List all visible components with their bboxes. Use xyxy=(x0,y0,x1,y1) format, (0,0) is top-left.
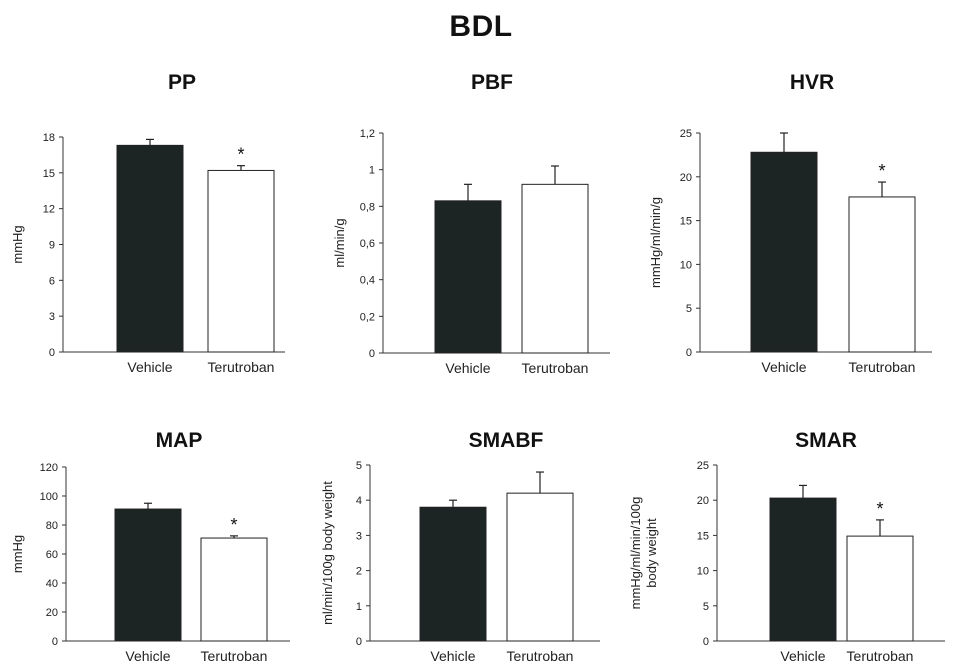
category-label: Terutroban xyxy=(201,648,268,664)
y-tick-label: 100 xyxy=(40,491,58,503)
category-label: Vehicle xyxy=(125,648,170,664)
y-tick-label: 2 xyxy=(356,566,362,578)
y-tick-label: 1 xyxy=(369,165,375,177)
bar-terutroban xyxy=(200,537,268,642)
category-label: Terutroban xyxy=(208,359,275,375)
y-tick-label: 15 xyxy=(680,216,692,228)
bar-vehicle xyxy=(769,497,837,642)
bar-vehicle xyxy=(419,506,487,642)
y-tick-label: 25 xyxy=(697,460,709,472)
y-tick-label: 12 xyxy=(43,204,55,216)
bar-vehicle xyxy=(750,151,818,353)
significance-marker: * xyxy=(878,161,885,181)
bar-vehicle xyxy=(116,144,184,353)
y-tick-label: 0,8 xyxy=(360,201,375,213)
panel-pp: PP 0 3 6 9 12 15 18 mmHg Vehicle * Terutroban xyxy=(10,71,285,375)
y-tick-label: 0,2 xyxy=(360,311,375,323)
y-tick-label: 20 xyxy=(46,607,58,619)
category-label: Vehicle xyxy=(127,359,172,375)
panel-title: PBF xyxy=(471,71,513,94)
y-tick-label: 0,4 xyxy=(360,275,375,287)
y-tick-label: 60 xyxy=(46,549,58,561)
y-tick-label: 0 xyxy=(686,347,692,359)
panel-title: SMABF xyxy=(469,429,544,452)
panel-title: SMAR xyxy=(795,429,857,452)
y-tick-label: 5 xyxy=(686,303,692,315)
y-tick-label: 20 xyxy=(697,495,709,507)
y-axis-label: ml/min/100g body weight xyxy=(320,481,335,625)
category-label: Vehicle xyxy=(445,360,490,376)
y-tick-label: 0 xyxy=(52,636,58,648)
y-tick-label: 6 xyxy=(49,275,55,287)
panel-smar: SMAR 0 5 10 15 20 25 mmHg/ml/min/100g body weigh… xyxy=(628,429,945,664)
y-axis-label: ml/min/g xyxy=(332,218,347,267)
y-tick-label: 25 xyxy=(680,128,692,140)
y-tick-label: 3 xyxy=(49,311,55,323)
significance-marker: * xyxy=(237,145,244,165)
y-axis-label: mmHg/ml/min/g xyxy=(648,197,663,288)
y-tick-label: 0,6 xyxy=(360,238,375,250)
panel-title: HVR xyxy=(790,71,834,94)
category-label: Terutroban xyxy=(522,360,589,376)
y-axis-label: mmHg xyxy=(10,225,25,263)
y-axis-label: body weight xyxy=(644,518,659,588)
y-tick-label: 0 xyxy=(369,348,375,360)
panel-title: PP xyxy=(168,71,196,94)
y-tick-label: 10 xyxy=(697,566,709,578)
y-tick-label: 20 xyxy=(680,172,692,184)
panel-smabf: SMABF 0 1 2 3 4 5 ml/min/100g body weight Vehicl… xyxy=(320,429,600,664)
bar-terutroban xyxy=(506,492,574,642)
y-tick-label: 120 xyxy=(40,462,58,474)
y-axis-label: mmHg/ml/min/100g xyxy=(628,497,643,610)
bar-vehicle xyxy=(114,508,182,642)
significance-marker: * xyxy=(230,515,237,535)
y-tick-label: 3 xyxy=(356,530,362,542)
y-tick-label: 18 xyxy=(43,132,55,144)
bar-terutroban xyxy=(848,196,916,353)
y-axis-label: mmHg xyxy=(10,535,25,573)
category-label: Terutroban xyxy=(849,359,916,375)
y-tick-label: 80 xyxy=(46,520,58,532)
panel-hvr: HVR 0 5 10 15 20 25 mmHg/ml/min/g Vehicle * Terutr… xyxy=(648,71,932,375)
category-label: Terutroban xyxy=(507,648,574,664)
y-tick-label: 9 xyxy=(49,240,55,252)
y-tick-label: 15 xyxy=(697,530,709,542)
y-tick-label: 0 xyxy=(356,636,362,648)
y-tick-label: 0 xyxy=(49,347,55,359)
y-tick-label: 1 xyxy=(356,601,362,613)
y-tick-label: 5 xyxy=(703,601,709,613)
panel-pbf: PBF 0 0,2 0,4 0,6 0,8 1 1,2 ml/min/g Vehicle Terut… xyxy=(332,71,610,376)
panel-title: MAP xyxy=(156,429,203,452)
bar-terutroban xyxy=(207,169,275,353)
figure-title: BDL xyxy=(449,10,513,43)
category-label: Vehicle xyxy=(761,359,806,375)
category-label: Vehicle xyxy=(780,648,825,664)
y-tick-label: 15 xyxy=(43,168,55,180)
significance-marker: * xyxy=(876,499,883,519)
y-tick-label: 4 xyxy=(356,495,362,507)
y-tick-label: 1,2 xyxy=(360,128,375,140)
category-label: Terutroban xyxy=(847,648,914,664)
y-tick-label: 40 xyxy=(46,578,58,590)
panel-map: MAP 0 20 40 60 80 100 120 mmHg Vehicle * Terutroban xyxy=(10,429,290,664)
bar-terutroban xyxy=(846,535,914,642)
category-label: Vehicle xyxy=(430,648,475,664)
y-tick-label: 5 xyxy=(356,460,362,472)
bar-vehicle xyxy=(434,200,502,354)
y-tick-label: 10 xyxy=(680,259,692,271)
y-tick-label: 0 xyxy=(703,636,709,648)
bar-terutroban xyxy=(521,183,589,354)
